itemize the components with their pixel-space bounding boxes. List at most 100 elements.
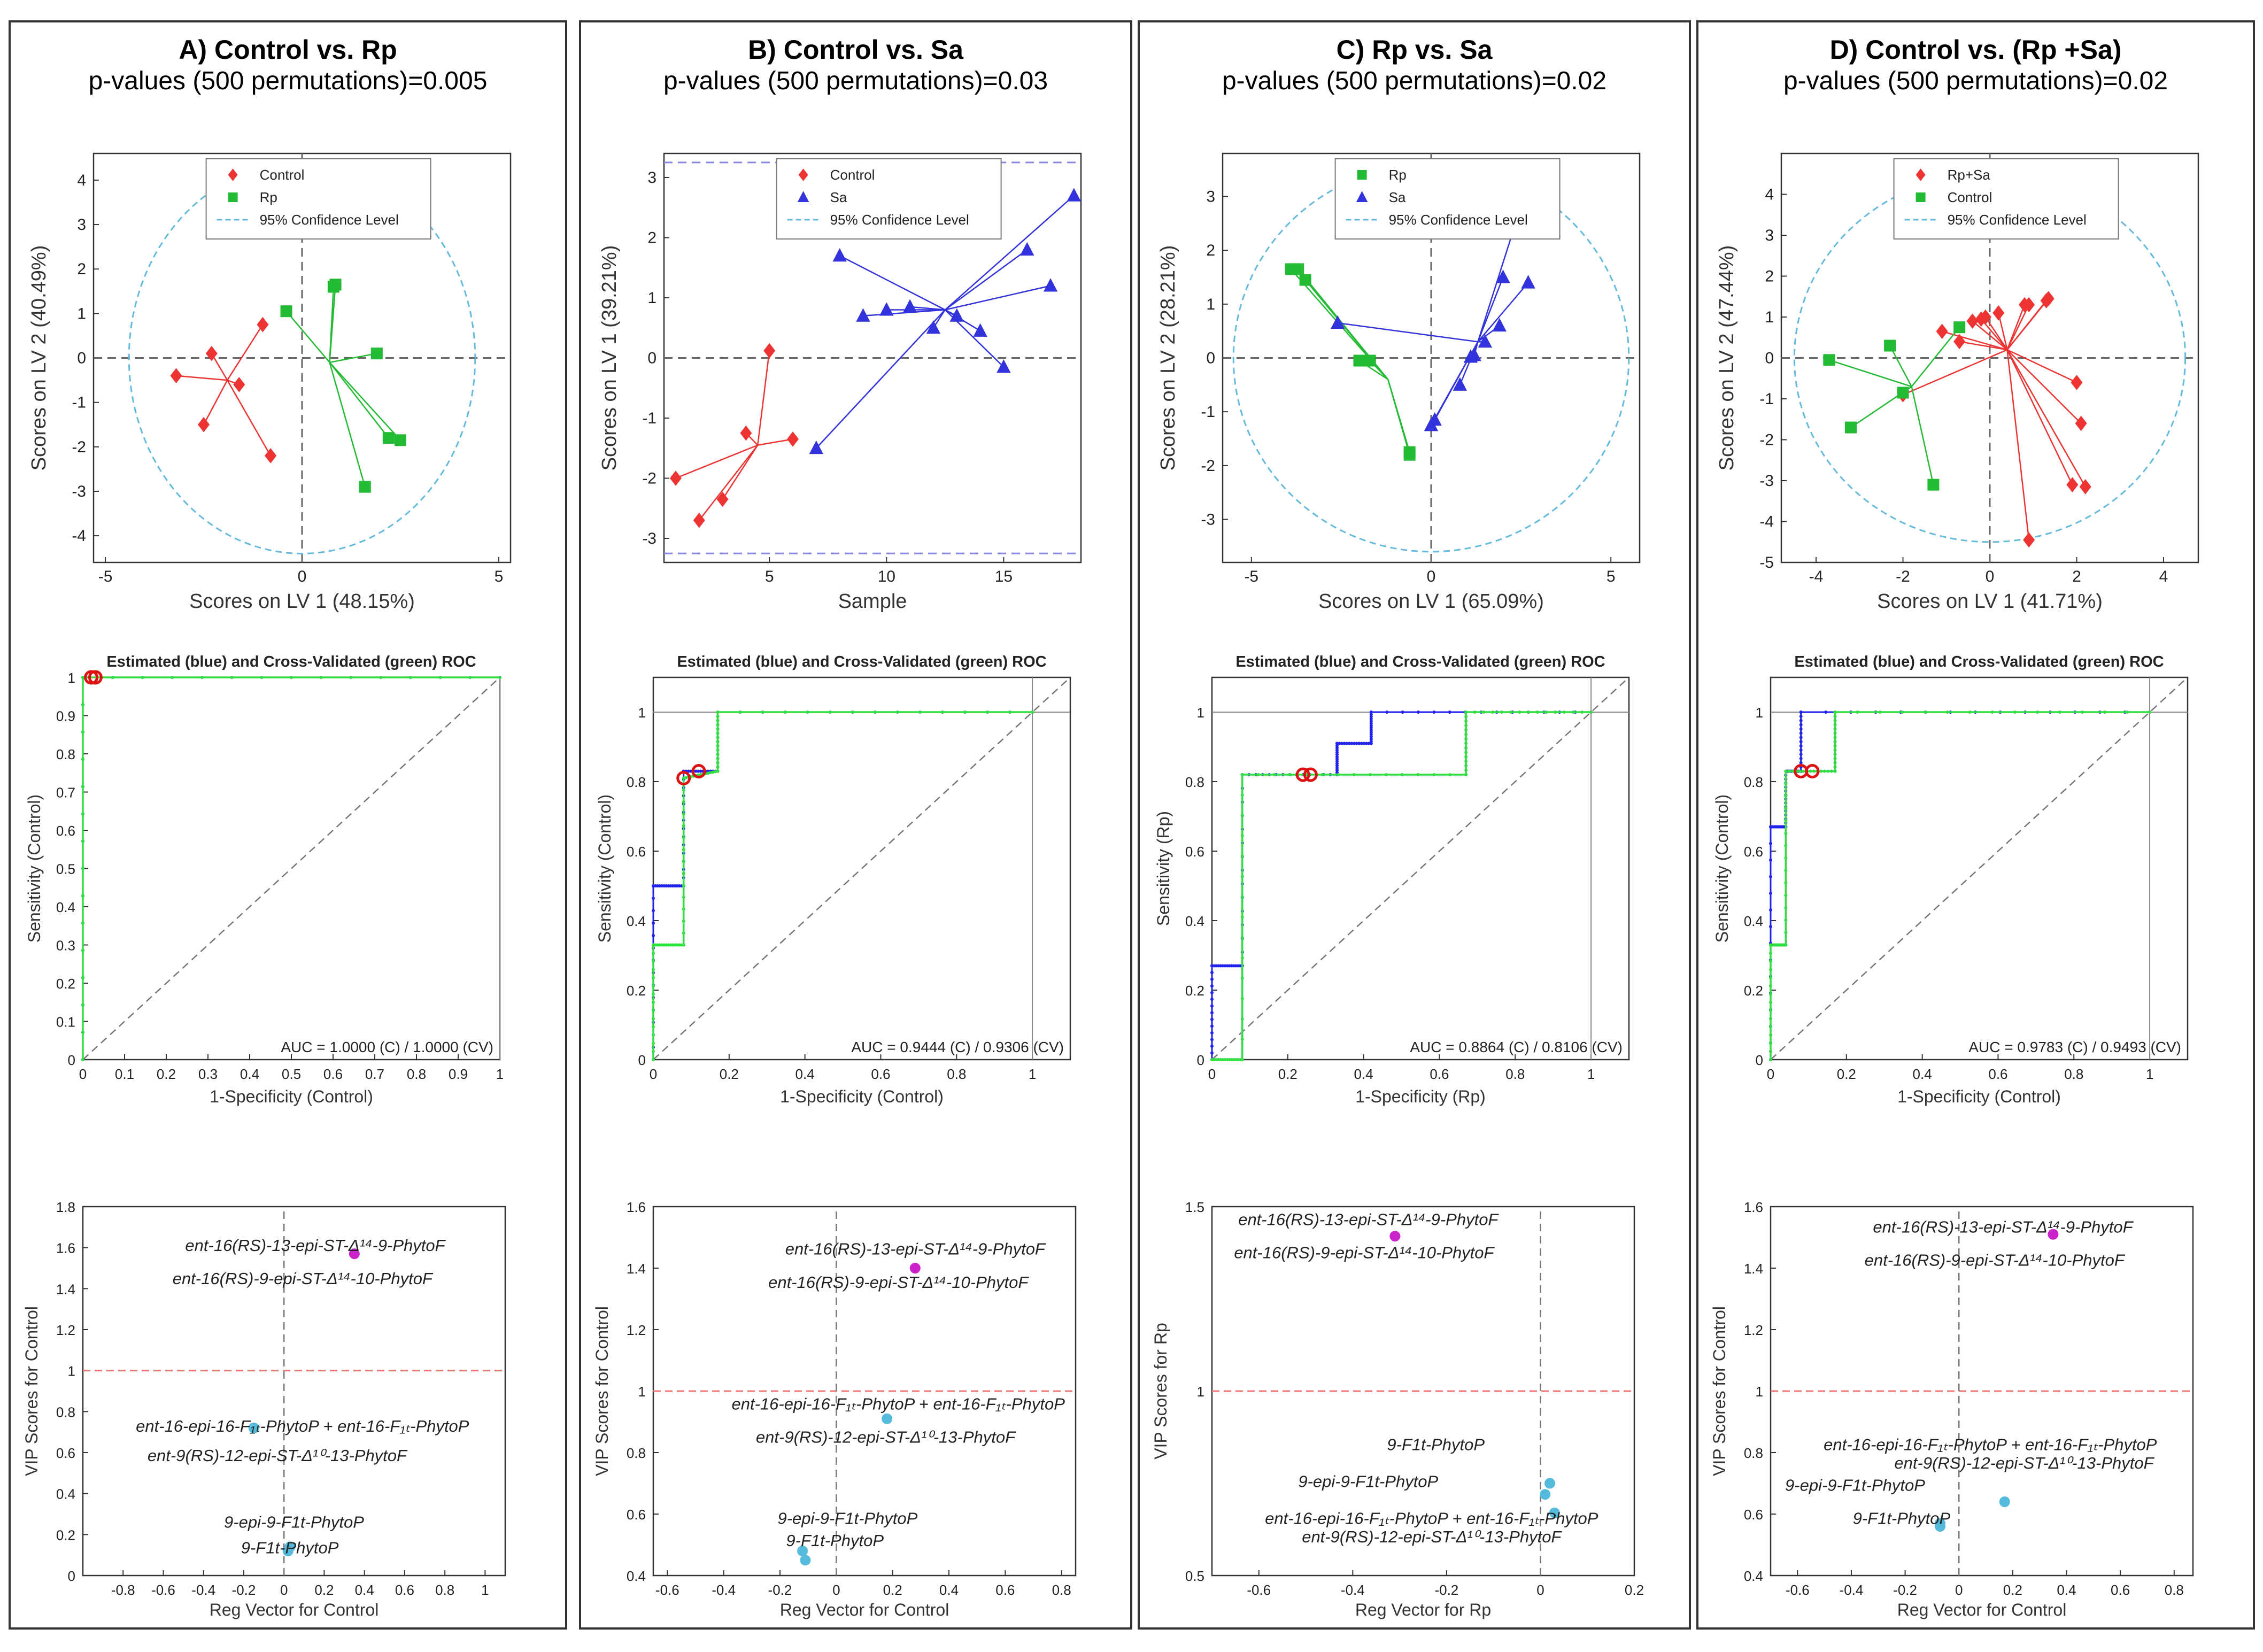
roc-point bbox=[1369, 715, 1373, 719]
data-point-diamond bbox=[693, 512, 705, 528]
roc-point bbox=[1527, 711, 1531, 714]
roc-point bbox=[1240, 1058, 1244, 1061]
pls-da-score-plot: 5 10 15 -3 -2 -1 0 1 2 3 Sample Scores on LV 1 (39.… bbox=[598, 152, 1082, 613]
roc-point bbox=[1769, 858, 1772, 862]
centroid-link bbox=[815, 309, 946, 449]
roc-point bbox=[652, 1058, 655, 1061]
y-tick-label: 0.6 bbox=[1744, 1507, 1763, 1523]
roc-point bbox=[652, 1033, 655, 1037]
x-tick-label: 0.8 bbox=[1505, 1066, 1525, 1082]
x-tick-label: 0 bbox=[280, 1582, 288, 1598]
roc-point bbox=[716, 761, 720, 765]
roc-point bbox=[1833, 711, 1837, 714]
x-tick-label: 0.2 bbox=[883, 1582, 902, 1598]
centroid-link bbox=[945, 249, 1028, 311]
y-tick-label: 0.8 bbox=[627, 774, 646, 790]
x-axis-label: Reg Vector for Control bbox=[1897, 1600, 2067, 1619]
y-tick-label: 1.2 bbox=[56, 1322, 75, 1338]
roc-point bbox=[1769, 1009, 1772, 1013]
roc-point bbox=[716, 727, 720, 731]
roc-point bbox=[716, 711, 720, 714]
roc-point bbox=[1369, 737, 1373, 741]
roc-point bbox=[171, 676, 174, 679]
panel-b: B) Control vs. Sa p-values (500 permutat… bbox=[579, 20, 1132, 1630]
data-point-diamond bbox=[170, 368, 182, 384]
auc-label: AUC = 1.0000 (C) / 1.0000 (CV) bbox=[281, 1039, 493, 1055]
roc-point bbox=[1901, 711, 1904, 714]
data-point-square bbox=[1927, 478, 1940, 491]
data-point-triangle bbox=[1453, 377, 1467, 391]
y-tick-label: -1 bbox=[1201, 403, 1215, 421]
roc-point bbox=[1554, 711, 1557, 714]
legend-label: Rp bbox=[1389, 167, 1407, 183]
x-tick-label: 0 bbox=[650, 1066, 657, 1082]
roc-point bbox=[1833, 731, 1837, 735]
x-tick-label: 0 bbox=[1767, 1066, 1774, 1082]
centroid-link bbox=[2006, 349, 2077, 383]
roc-point bbox=[1482, 711, 1486, 714]
roc-point bbox=[1799, 719, 1803, 722]
x-axis-label: 1-Specificity (Control) bbox=[780, 1087, 944, 1106]
roc-point bbox=[1990, 711, 1994, 714]
y-tick-label: 1.4 bbox=[56, 1281, 75, 1297]
x-tick-label: 0.4 bbox=[939, 1582, 959, 1598]
roc-point bbox=[1210, 971, 1214, 975]
roc-point bbox=[1335, 764, 1339, 768]
centroid-link bbox=[1338, 322, 1478, 343]
roc-point bbox=[1369, 726, 1373, 730]
x-axis-label: Scores on LV 1 (48.15%) bbox=[189, 590, 415, 613]
legend-label: Rp bbox=[260, 189, 277, 205]
roc-point bbox=[716, 719, 720, 722]
vip-point bbox=[1544, 1478, 1555, 1489]
roc-point bbox=[1826, 769, 1830, 773]
panel-p-value: p-values (500 permutations)=0.02 bbox=[1222, 67, 1607, 95]
y-tick-label: -1 bbox=[642, 410, 656, 427]
y-tick-label: 0.4 bbox=[1185, 913, 1204, 929]
data-point-triangle bbox=[856, 308, 870, 322]
x-tick-label: 0.2 bbox=[314, 1582, 334, 1598]
roc-point bbox=[1571, 711, 1575, 714]
roc-point bbox=[1829, 769, 1833, 773]
x-tick-label: 15 bbox=[995, 568, 1013, 585]
compound-label: 9-epi-9-F1t-PhytoP bbox=[1298, 1472, 1438, 1491]
roc-point bbox=[1799, 756, 1803, 760]
data-point-diamond bbox=[1966, 313, 1979, 329]
roc-point bbox=[738, 711, 742, 714]
roc-point bbox=[2148, 711, 2152, 714]
y-tick-label: 0 bbox=[1756, 1052, 1763, 1068]
roc-point bbox=[1784, 881, 1788, 885]
roc-point bbox=[468, 676, 472, 679]
roc-point bbox=[716, 752, 720, 756]
y-tick-label: -3 bbox=[1201, 511, 1215, 528]
roc-point bbox=[81, 785, 84, 789]
x-tick-label: 0.9 bbox=[449, 1066, 468, 1082]
roc-point bbox=[652, 1049, 655, 1053]
roc-point bbox=[1878, 711, 1882, 714]
legend-label: Rp+Sa bbox=[1948, 167, 1991, 183]
centroid-link bbox=[1477, 277, 1504, 342]
y-tick-label: 0.8 bbox=[627, 1445, 646, 1461]
x-tick-label: 0.2 bbox=[1837, 1066, 1856, 1082]
roc-point bbox=[1464, 773, 1468, 776]
roc-point bbox=[1240, 814, 1244, 817]
data-point-diamond bbox=[2042, 291, 2055, 306]
roc-point bbox=[2126, 711, 2129, 714]
roc-point bbox=[963, 711, 967, 714]
roc-point bbox=[652, 951, 655, 955]
roc-plot: 0 0.2 0.4 0.6 0.8 1 0 0.2 0.4 0.6 0.8 1 1-Specificit… bbox=[595, 653, 1071, 1106]
x-tick-label: 1 bbox=[496, 1066, 504, 1082]
y-axis-label: Scores on LV 2 (28.21%) bbox=[1157, 245, 1179, 471]
y-tick-label: 1.2 bbox=[627, 1322, 646, 1338]
y-tick-label: 1.6 bbox=[627, 1199, 646, 1215]
roc-point bbox=[1769, 968, 1772, 971]
roc-point bbox=[652, 1041, 655, 1045]
roc-point bbox=[716, 748, 720, 752]
roc-point bbox=[81, 867, 84, 870]
vip-point bbox=[882, 1413, 893, 1424]
x-tick-label: -0.6 bbox=[151, 1582, 175, 1598]
vip-point bbox=[1935, 1521, 1946, 1532]
centroid-link bbox=[1903, 349, 2007, 396]
legend-label: 95% Confidence Level bbox=[830, 212, 969, 228]
centroid-link bbox=[2006, 349, 2082, 424]
roc-point bbox=[81, 948, 84, 952]
